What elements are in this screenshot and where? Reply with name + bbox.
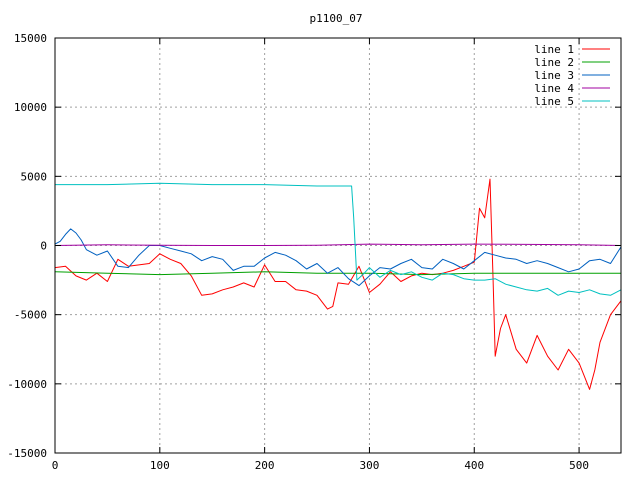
x-tick-label: 500 [569, 459, 589, 472]
legend-label: line 2 [534, 56, 574, 69]
y-tick-label: 10000 [14, 101, 47, 114]
axis-ticks: -15000 -10000 -5000 0 5000 10000 15000 0 100 200 3… [7, 32, 621, 472]
chart-title: p1100_07 [310, 12, 363, 25]
y-tick-label: 15000 [14, 32, 47, 45]
x-tick-label: 0 [52, 459, 59, 472]
series-line-2 [54, 271, 621, 276]
grid [55, 38, 621, 453]
series-line-1 [54, 178, 622, 390]
series-line-3 [54, 228, 622, 287]
x-tick-label: 300 [360, 459, 380, 472]
legend-label: line 5 [534, 95, 574, 108]
legend-label: line 4 [534, 82, 574, 95]
series-lines [54, 178, 622, 390]
legend-label: line 1 [534, 43, 574, 56]
legend-label: line 3 [534, 69, 574, 82]
series-line-5 [55, 182, 622, 296]
y-tick-label: 5000 [21, 170, 48, 183]
x-tick-label: 400 [464, 459, 484, 472]
y-tick-label: 0 [40, 240, 47, 253]
y-tick-label: -10000 [7, 378, 47, 391]
x-tick-label: 100 [150, 459, 170, 472]
y-tick-label: -15000 [7, 447, 47, 460]
series-line-4 [54, 243, 622, 246]
y-tick-label: -5000 [14, 309, 47, 322]
x-tick-label: 200 [255, 459, 275, 472]
